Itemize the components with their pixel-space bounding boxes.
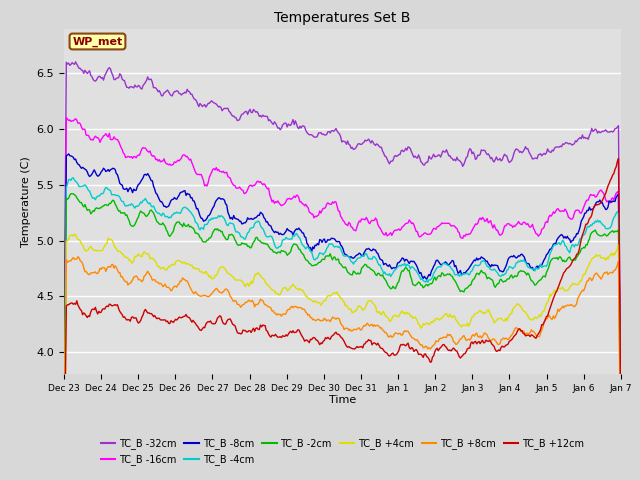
TC_B +4cm <box>617 462 625 468</box>
TC_B +8cm <box>399 330 407 336</box>
TC_B -16cm <box>296 199 304 205</box>
TC_B -4cm <box>617 444 625 449</box>
TC_B +4cm <box>60 464 68 469</box>
TC_B +12cm <box>617 408 625 414</box>
TC_B +4cm <box>470 312 478 317</box>
TC_B +12cm <box>295 327 303 333</box>
TC_B -4cm <box>70 175 77 180</box>
TC_B -32cm <box>234 118 242 123</box>
TC_B +4cm <box>567 283 575 288</box>
TC_B -2cm <box>60 436 68 442</box>
TC_B -2cm <box>296 247 304 252</box>
TC_B +4cm <box>399 311 407 316</box>
Line: TC_B +8cm: TC_B +8cm <box>64 257 621 473</box>
TC_B -16cm <box>234 185 242 191</box>
TC_B -4cm <box>470 263 478 269</box>
TC_B +8cm <box>373 323 381 328</box>
TC_B -32cm <box>399 149 407 155</box>
TC_B -8cm <box>399 256 407 262</box>
TC_B -16cm <box>617 431 625 436</box>
Title: Temperatures Set B: Temperatures Set B <box>274 11 411 25</box>
TC_B -32cm <box>373 141 381 147</box>
TC_B -2cm <box>567 257 575 263</box>
TC_B +8cm <box>567 302 575 308</box>
TC_B +8cm <box>60 470 68 476</box>
TC_B +8cm <box>470 333 478 339</box>
Line: TC_B -16cm: TC_B -16cm <box>64 118 621 433</box>
TC_B -4cm <box>60 431 68 437</box>
X-axis label: Time: Time <box>329 395 356 405</box>
Line: TC_B -8cm: TC_B -8cm <box>64 154 621 437</box>
TC_B -16cm <box>399 223 407 229</box>
TC_B -4cm <box>399 262 407 268</box>
Legend: TC_B -32cm, TC_B -16cm, TC_B -8cm, TC_B -4cm, TC_B -2cm, TC_B +4cm, TC_B +8cm, T: TC_B -32cm, TC_B -16cm, TC_B -8cm, TC_B … <box>97 434 588 469</box>
TC_B +8cm <box>74 254 82 260</box>
TC_B -8cm <box>617 434 625 440</box>
TC_B -16cm <box>470 223 478 229</box>
TC_B +4cm <box>296 286 304 292</box>
TC_B -32cm <box>617 394 625 399</box>
TC_B -32cm <box>296 123 304 129</box>
TC_B -2cm <box>373 273 381 278</box>
TC_B -16cm <box>60 384 68 390</box>
Text: WP_met: WP_met <box>72 36 123 47</box>
TC_B -32cm <box>60 353 68 359</box>
TC_B +8cm <box>234 301 242 307</box>
TC_B -4cm <box>567 245 575 251</box>
TC_B +8cm <box>296 305 304 311</box>
TC_B -4cm <box>234 229 242 235</box>
TC_B +12cm <box>566 264 573 269</box>
TC_B +12cm <box>234 329 241 335</box>
TC_B -16cm <box>567 216 575 222</box>
TC_B +8cm <box>617 470 625 476</box>
TC_B +12cm <box>372 341 380 347</box>
TC_B -4cm <box>296 235 304 241</box>
Line: TC_B +12cm: TC_B +12cm <box>64 158 621 480</box>
TC_B -4cm <box>373 257 381 263</box>
TC_B -2cm <box>617 454 625 460</box>
TC_B +12cm <box>399 342 406 348</box>
Line: TC_B -4cm: TC_B -4cm <box>64 178 621 446</box>
Line: TC_B -2cm: TC_B -2cm <box>64 193 621 457</box>
TC_B -8cm <box>373 250 381 255</box>
TC_B -32cm <box>470 152 478 157</box>
TC_B -2cm <box>399 268 407 274</box>
TC_B -8cm <box>470 257 478 263</box>
TC_B -8cm <box>234 216 242 222</box>
TC_B -8cm <box>60 411 68 417</box>
TC_B +12cm <box>469 341 477 347</box>
TC_B -8cm <box>296 227 304 233</box>
TC_B -16cm <box>373 217 381 223</box>
TC_B +4cm <box>234 277 242 283</box>
TC_B +4cm <box>373 309 381 314</box>
Line: TC_B -32cm: TC_B -32cm <box>64 62 621 396</box>
Line: TC_B +4cm: TC_B +4cm <box>64 234 621 467</box>
TC_B +12cm <box>614 156 622 161</box>
TC_B -8cm <box>65 151 72 157</box>
TC_B -32cm <box>72 59 79 65</box>
TC_B +4cm <box>70 231 78 237</box>
TC_B -8cm <box>567 240 575 245</box>
TC_B -2cm <box>234 242 242 248</box>
TC_B -2cm <box>470 276 478 282</box>
Y-axis label: Temperature (C): Temperature (C) <box>21 156 31 247</box>
TC_B -2cm <box>67 191 75 196</box>
TC_B -16cm <box>63 115 70 120</box>
TC_B -32cm <box>567 141 575 147</box>
